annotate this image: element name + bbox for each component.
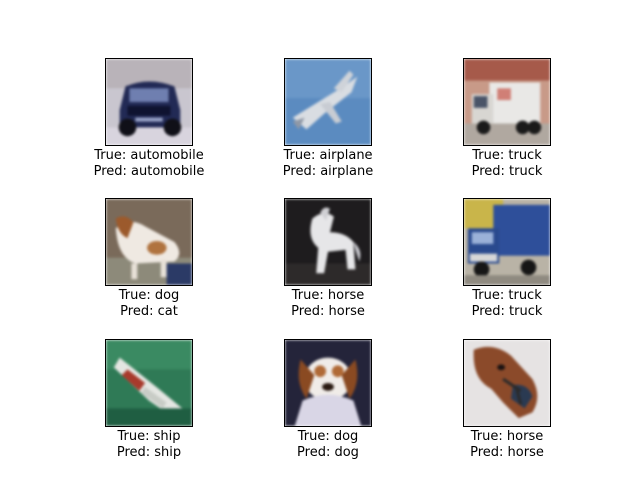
- pred-label: Pred: truck: [471, 304, 543, 319]
- true-label: True: dog: [297, 429, 359, 444]
- pred-label: Pred: ship: [116, 445, 182, 460]
- horse-head-photo: [463, 339, 551, 427]
- true-label: True: truck: [472, 288, 542, 303]
- true-label: True: dog: [118, 288, 180, 303]
- pred-label: Pred: truck: [471, 164, 543, 179]
- ship-photo: [105, 339, 193, 427]
- dog-photo: [105, 198, 193, 286]
- true-label: True: automobile: [94, 148, 204, 163]
- jet-photo: [284, 58, 372, 146]
- pred-label: Pred: horse: [470, 445, 544, 460]
- pred-label: Pred: automobile: [93, 164, 205, 179]
- truck-photo: [463, 58, 551, 146]
- puppy-photo: [284, 339, 372, 427]
- truck-photo: [463, 198, 551, 286]
- pred-label: Pred: horse: [291, 304, 365, 319]
- true-label: True: truck: [472, 148, 542, 163]
- true-label: True: airplane: [283, 148, 373, 163]
- pred-label: Pred: cat: [120, 304, 178, 319]
- true-label: True: horse: [291, 288, 365, 303]
- true-label: True: ship: [117, 429, 181, 444]
- pred-label: Pred: airplane: [282, 164, 374, 179]
- car-photo: [105, 58, 193, 146]
- true-label: True: horse: [470, 429, 544, 444]
- pred-label: Pred: dog: [297, 445, 359, 460]
- horse-photo: [284, 198, 372, 286]
